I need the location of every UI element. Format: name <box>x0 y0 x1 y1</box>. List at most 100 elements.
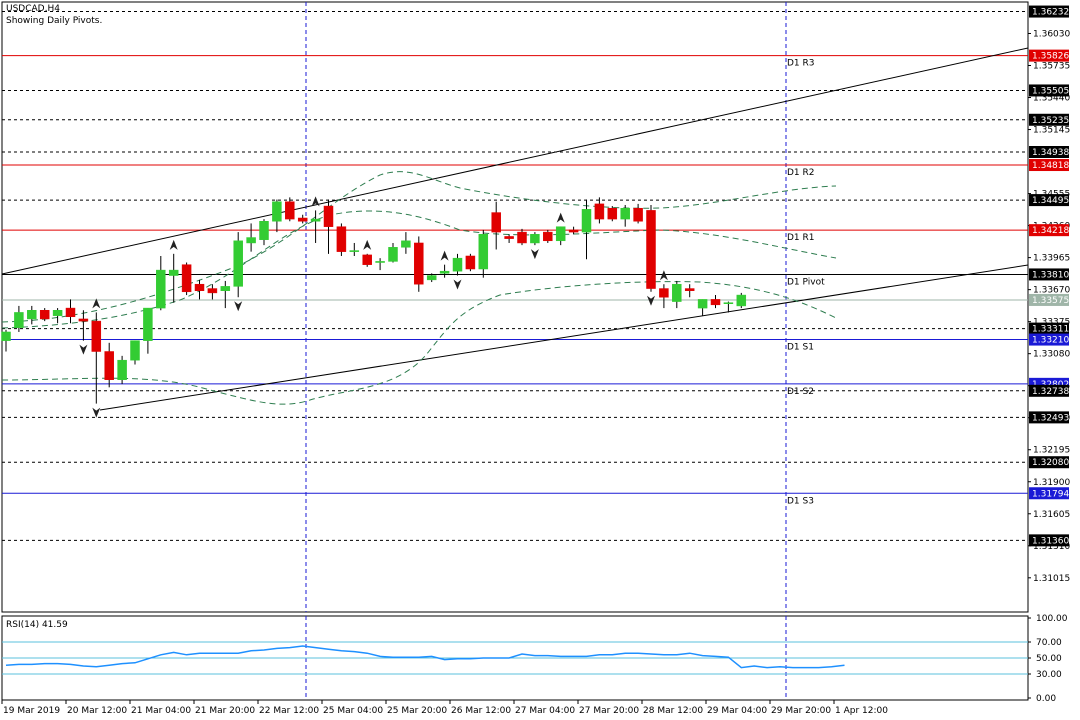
candle-body <box>65 307 76 318</box>
candle-body <box>465 255 476 270</box>
fractal-up-arrow <box>440 250 449 261</box>
fractal-down-arrow <box>92 407 101 418</box>
fractal-up-arrow <box>311 196 320 207</box>
candle-body <box>39 310 50 320</box>
price-box-label: 1.33810 <box>1032 270 1069 280</box>
candle-body <box>246 237 256 244</box>
candle-body <box>117 359 127 380</box>
pivot-label-r3: D1 R3 <box>787 59 815 69</box>
candle-body <box>736 294 747 307</box>
fractal-down-arrow <box>234 301 243 312</box>
candle-body <box>684 288 695 291</box>
candle-body <box>349 250 360 252</box>
price-box <box>1029 534 1069 547</box>
price-box-label: 1.35505 <box>1032 86 1069 96</box>
candle-body <box>388 247 398 262</box>
candle-body <box>620 207 630 220</box>
time-tick-label: 25 Mar 20:00 <box>387 706 447 716</box>
price-box <box>1029 159 1069 172</box>
price-box-label: 1.34818 <box>1032 161 1069 171</box>
price-box-label: 1.35235 <box>1032 116 1069 126</box>
lower-trendline <box>99 264 1029 411</box>
rsi-tick-label: 100.00 <box>1036 614 1068 624</box>
price-tick-label: 1.33080 <box>1033 350 1070 360</box>
candle-body <box>697 299 708 309</box>
grid-lines <box>2 2 1028 700</box>
fractal-up-arrow <box>92 298 101 309</box>
chart-symbol-label: USDCAD,H4 <box>6 4 60 14</box>
price-tick-label: 1.32195 <box>1033 446 1070 456</box>
candle-body <box>181 264 192 293</box>
price-tick-label: 1.31605 <box>1033 510 1070 520</box>
candle-body <box>581 209 592 233</box>
candle-body <box>401 240 411 248</box>
price-tick-label: 1.31015 <box>1033 574 1070 584</box>
candle-body <box>78 318 89 322</box>
time-tick-label: 21 Mar 20:00 <box>195 706 255 716</box>
rsi-panel: RSI(14) 41.59 100.00 70.00 50.00 30.00 0.00 <box>2 614 1068 704</box>
price-tick-label: 1.36030 <box>1033 29 1070 39</box>
price-tick-label: 1.31900 <box>1033 478 1070 488</box>
lower-band <box>1 281 837 405</box>
candle-body <box>672 283 682 302</box>
candle-body <box>27 310 37 320</box>
candle-body <box>297 217 308 222</box>
rsi-tick-label: 70.00 <box>1036 638 1062 648</box>
price-box <box>1029 384 1069 397</box>
rsi-tick-label: 50.00 <box>1036 654 1062 664</box>
candle-body <box>517 231 527 244</box>
time-tick-label: 25 Mar 04:00 <box>323 706 383 716</box>
candle-body <box>659 288 669 298</box>
price-box-label: 1.36232 <box>1032 8 1069 18</box>
time-tick-label: 22 Mar 12:00 <box>259 706 319 716</box>
fractal-down-arrow <box>530 249 539 260</box>
candle-body <box>104 351 114 380</box>
candle-body <box>1 331 11 341</box>
price-box <box>1029 113 1069 126</box>
price-box <box>1029 322 1069 335</box>
pivot-label-r2: D1 R2 <box>787 168 815 178</box>
time-tick-label: 27 Mar 20:00 <box>579 706 639 716</box>
price-box <box>1029 456 1069 469</box>
candle-body <box>439 270 450 274</box>
price-box-label: 1.34495 <box>1032 196 1069 206</box>
price-box-label: 1.31360 <box>1032 536 1069 546</box>
candle-body <box>710 299 721 306</box>
time-tick-label: 27 Mar 04:00 <box>515 706 575 716</box>
pivot-label-pivot: D1 Pivot <box>787 277 825 287</box>
main-panel-frame <box>1 1 1029 613</box>
price-box-label: 1.32493 <box>1032 413 1069 423</box>
candle-body <box>130 340 140 361</box>
pivot-label-s3: D1 S3 <box>787 496 814 506</box>
pivot-label-s2: D1 S2 <box>787 387 814 397</box>
fractal-down-arrow <box>647 295 655 306</box>
candle-body <box>194 283 205 291</box>
price-box <box>1029 268 1069 281</box>
candle-body <box>594 203 605 220</box>
price-tick-label: 1.35145 <box>1033 126 1070 136</box>
price-box <box>1029 487 1069 500</box>
candle-body <box>233 240 243 287</box>
price-box-label: 1.33311 <box>1032 325 1069 335</box>
rsi-label: RSI(14) 41.59 <box>6 620 68 630</box>
candle-body <box>633 207 643 222</box>
price-box <box>1029 5 1069 18</box>
candle-body <box>220 286 231 291</box>
fractal-up-arrow <box>169 239 178 250</box>
candle-body <box>168 269 179 276</box>
price-box <box>1029 333 1069 346</box>
price-tick-label: 1.33965 <box>1033 254 1070 264</box>
rsi-tick-label: 30.00 <box>1036 670 1062 680</box>
candle-body <box>310 218 321 222</box>
upper-band <box>1 171 837 323</box>
candle-body <box>143 307 153 341</box>
candle-body <box>452 257 463 272</box>
candle-body <box>362 254 372 265</box>
candle-body <box>259 221 269 240</box>
candle-body <box>607 207 618 220</box>
price-box-label: 1.33210 <box>1032 336 1069 346</box>
candle-body <box>272 201 282 222</box>
time-tick-label: 26 Mar 12:00 <box>451 706 511 716</box>
price-axis: 1.360301.357351.354401.351451.345551.342… <box>1028 5 1070 584</box>
